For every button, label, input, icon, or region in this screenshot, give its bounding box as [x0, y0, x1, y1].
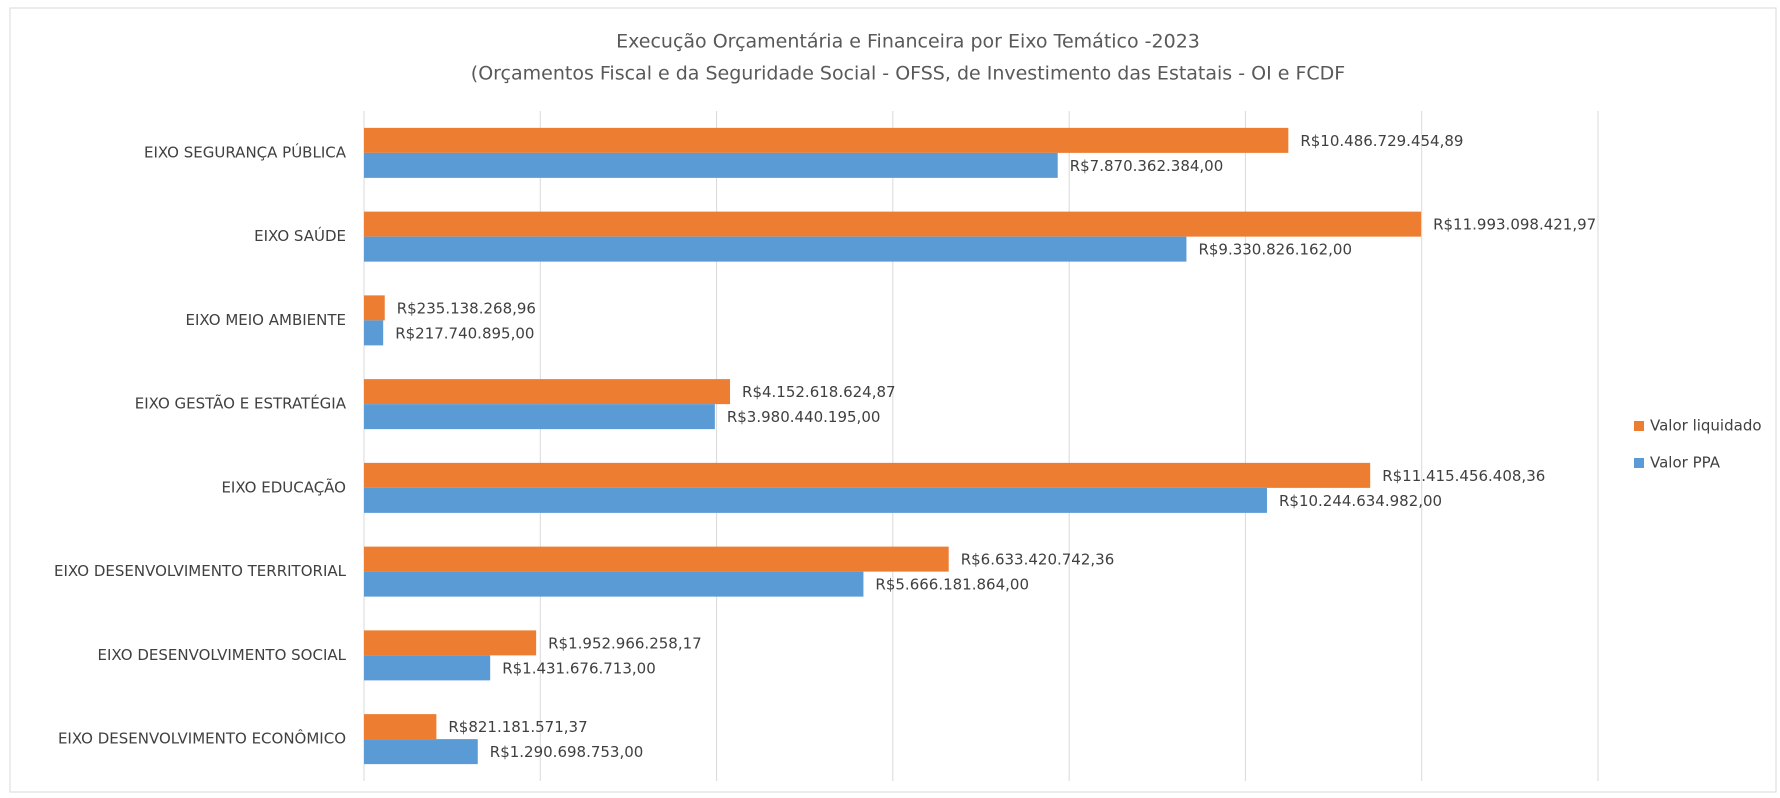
legend-label: Valor liquidado — [1650, 417, 1762, 435]
data-label: R$11.993.098.421,97 — [1433, 216, 1596, 234]
data-label: R$10.486.729.454,89 — [1300, 132, 1463, 150]
data-label: R$1.431.676.713,00 — [502, 659, 656, 677]
bar — [364, 320, 384, 346]
bar — [364, 630, 537, 656]
y-tick-label: EIXO DESENVOLVIMENTO SOCIAL — [98, 646, 347, 664]
data-label: R$821.181.571,37 — [448, 718, 587, 736]
bar — [364, 487, 1267, 513]
y-tick-label: EIXO DESENVOLVIMENTO ECONÔMICO — [58, 729, 346, 748]
data-label: R$1.290.698.753,00 — [490, 743, 644, 761]
bar — [364, 211, 1422, 237]
bar — [364, 462, 1371, 488]
bar — [364, 127, 1289, 153]
bar — [364, 655, 491, 681]
bar — [364, 404, 715, 430]
bar — [364, 379, 731, 405]
legend-swatch — [1634, 421, 1644, 431]
bar — [364, 152, 1058, 178]
y-tick-label: EIXO GESTÃO E ESTRATÉGIA — [135, 394, 347, 413]
bar — [364, 546, 949, 572]
bar — [364, 714, 437, 740]
chart-title: Execução Orçamentária e Financeira por E… — [616, 31, 1200, 53]
data-label: R$9.330.826.162,00 — [1198, 241, 1352, 259]
data-label: R$10.244.634.982,00 — [1279, 492, 1442, 510]
data-label: R$11.415.456.408,36 — [1382, 467, 1545, 485]
data-label: R$4.152.618.624,87 — [742, 383, 896, 401]
data-label: R$6.633.420.742,36 — [961, 551, 1115, 569]
data-label: R$5.666.181.864,00 — [875, 576, 1029, 594]
bar — [364, 571, 864, 597]
y-tick-label: EIXO EDUCAÇÃO — [221, 477, 346, 496]
legend-label: Valor PPA — [1650, 454, 1721, 472]
data-label: R$7.870.362.384,00 — [1070, 157, 1224, 175]
data-label: R$3.980.440.195,00 — [727, 408, 881, 426]
data-label: R$1.952.966.258,17 — [548, 634, 702, 652]
bar — [364, 236, 1187, 262]
y-tick-label: EIXO DESENVOLVIMENTO TERRITORIAL — [54, 562, 347, 580]
chart-subtitle: (Orçamentos Fiscal e da Seguridade Socia… — [471, 63, 1345, 85]
legend-swatch — [1634, 458, 1644, 468]
data-label: R$217.740.895,00 — [395, 324, 534, 342]
y-tick-label: EIXO MEIO AMBIENTE — [186, 311, 346, 329]
bar — [364, 295, 385, 321]
y-tick-label: EIXO SAÚDE — [254, 226, 346, 245]
data-label: R$235.138.268,96 — [397, 299, 536, 317]
y-tick-label: EIXO SEGURANÇA PÚBLICA — [144, 142, 347, 161]
bar — [364, 739, 478, 765]
